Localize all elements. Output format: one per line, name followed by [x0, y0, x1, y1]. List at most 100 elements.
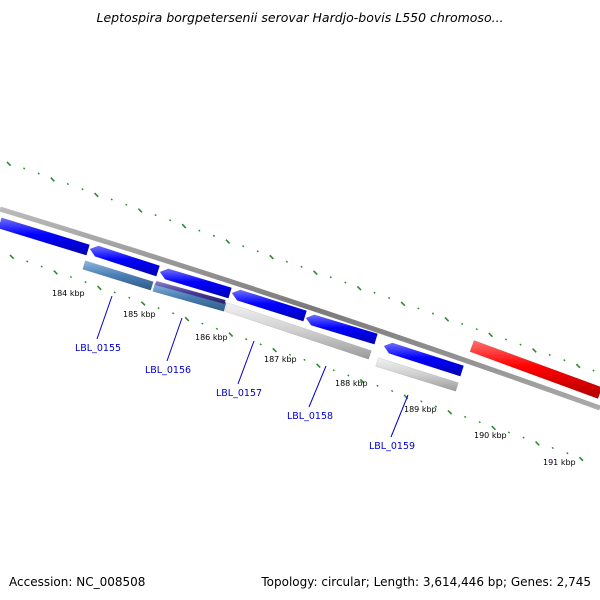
gc-tick — [376, 384, 379, 387]
gc-tick — [259, 343, 262, 346]
gc-tick — [171, 312, 175, 315]
gc-tick — [37, 172, 40, 175]
gc-tick — [198, 229, 201, 232]
topology-summary: Topology: circular; Length: 3,614,446 bp… — [261, 575, 591, 589]
gene-label[interactable]: LBL_0158 — [287, 411, 333, 422]
gc-tick — [431, 312, 435, 315]
gc-tick — [9, 254, 15, 260]
gc-tick — [157, 306, 160, 310]
gene-label[interactable]: LBL_0157 — [216, 388, 262, 399]
gc-tick — [137, 208, 143, 213]
gc-tick — [303, 358, 306, 362]
cds-feature[interactable] — [383, 342, 464, 377]
gc-tick — [420, 400, 423, 403]
gc-tick — [93, 192, 99, 198]
gc-tick — [592, 369, 595, 372]
gc-tick — [548, 353, 551, 357]
gc-tick — [96, 285, 102, 291]
gc-tick — [390, 389, 394, 393]
cds-feature[interactable] — [159, 268, 232, 299]
gene-bar[interactable] — [224, 302, 372, 360]
gc-tick — [81, 188, 84, 191]
gc-skew-ticks — [6, 161, 595, 462]
position-tick-label: 185 kbp — [123, 310, 156, 319]
gc-tick — [534, 441, 540, 446]
position-tick-label: 187 kbp — [264, 355, 297, 364]
gc-tick — [184, 316, 190, 322]
cds-feature[interactable] — [0, 217, 90, 256]
gc-tick — [272, 347, 277, 353]
accession-text: Accession: NC_008508 — [9, 575, 146, 589]
gc-tick — [84, 281, 87, 284]
position-tick-label: 188 kbp — [335, 379, 368, 388]
cds-feature[interactable] — [231, 289, 307, 322]
gc-tick — [25, 260, 29, 263]
gc-tick — [228, 332, 234, 338]
gc-tick — [315, 363, 321, 369]
cds-feature[interactable] — [305, 314, 378, 345]
gc-tick — [460, 322, 464, 326]
labels-layer: 184 kbp 185 kbp 186 kbp 187 kbp 188 kbp 189 k… — [52, 289, 576, 467]
gc-tick — [434, 405, 438, 408]
gc-tick — [475, 327, 478, 331]
chromosome-backbone — [0, 206, 600, 411]
gene-label-leader — [390, 394, 409, 438]
gene-label[interactable]: LBL_0159 — [369, 441, 415, 452]
gc-tick — [507, 431, 511, 434]
gc-tick — [269, 254, 274, 260]
gc-tick — [113, 291, 116, 294]
gc-tick — [522, 436, 525, 439]
gene-label-leader — [237, 340, 255, 385]
gc-tick — [40, 265, 43, 268]
position-tick-label: 190 kbp — [474, 431, 507, 440]
reverse-cds-feature[interactable] — [469, 340, 600, 399]
gc-tick — [447, 409, 453, 415]
gc-tick — [300, 265, 303, 269]
map-title: Leptospira borgpetersenii serovar Hardjo… — [96, 10, 504, 25]
gc-tick — [491, 425, 496, 431]
gc-tick — [444, 316, 450, 322]
gc-tick — [6, 161, 12, 167]
gc-tick — [359, 378, 365, 384]
gc-tick — [575, 363, 581, 369]
gene-bar[interactable] — [152, 282, 227, 312]
gc-tick — [125, 203, 128, 206]
gc-tick — [201, 322, 204, 325]
gc-tick — [128, 296, 131, 299]
gc-tick — [69, 275, 73, 279]
gc-tick — [347, 374, 350, 377]
gc-tick — [417, 307, 420, 310]
gc-tick — [256, 250, 259, 253]
gc-tick — [463, 415, 467, 419]
gene-label[interactable]: LBL_0156 — [145, 365, 191, 376]
position-tick-label: 186 kbp — [195, 333, 228, 342]
gc-tick — [154, 213, 157, 217]
gc-tick — [212, 234, 216, 237]
gene-bar[interactable] — [375, 357, 459, 392]
gc-tick — [288, 353, 292, 356]
gc-tick — [344, 281, 347, 284]
gc-tick — [241, 245, 245, 248]
gc-tick — [329, 276, 332, 279]
gc-tick — [373, 291, 376, 294]
gene-label-leader — [96, 295, 113, 340]
gc-tick — [578, 456, 584, 462]
gc-tick — [22, 167, 26, 170]
gc-tick — [285, 260, 289, 263]
gc-tick — [244, 338, 248, 341]
gene-bar[interactable] — [82, 260, 154, 291]
features-layer — [0, 217, 600, 399]
gc-tick — [531, 348, 537, 353]
gc-tick — [66, 182, 70, 186]
cds-feature[interactable] — [89, 245, 161, 277]
gene-bar[interactable] — [155, 280, 226, 305]
gc-tick — [563, 359, 566, 362]
gene-label[interactable]: LBL_0155 — [75, 343, 121, 354]
gc-tick — [50, 176, 55, 182]
gc-tick — [519, 343, 522, 346]
gc-tick — [400, 301, 406, 307]
gc-tick — [566, 452, 569, 455]
position-tick-label: 191 kbp — [543, 458, 576, 467]
gc-tick — [225, 239, 231, 245]
gc-tick — [356, 285, 362, 291]
